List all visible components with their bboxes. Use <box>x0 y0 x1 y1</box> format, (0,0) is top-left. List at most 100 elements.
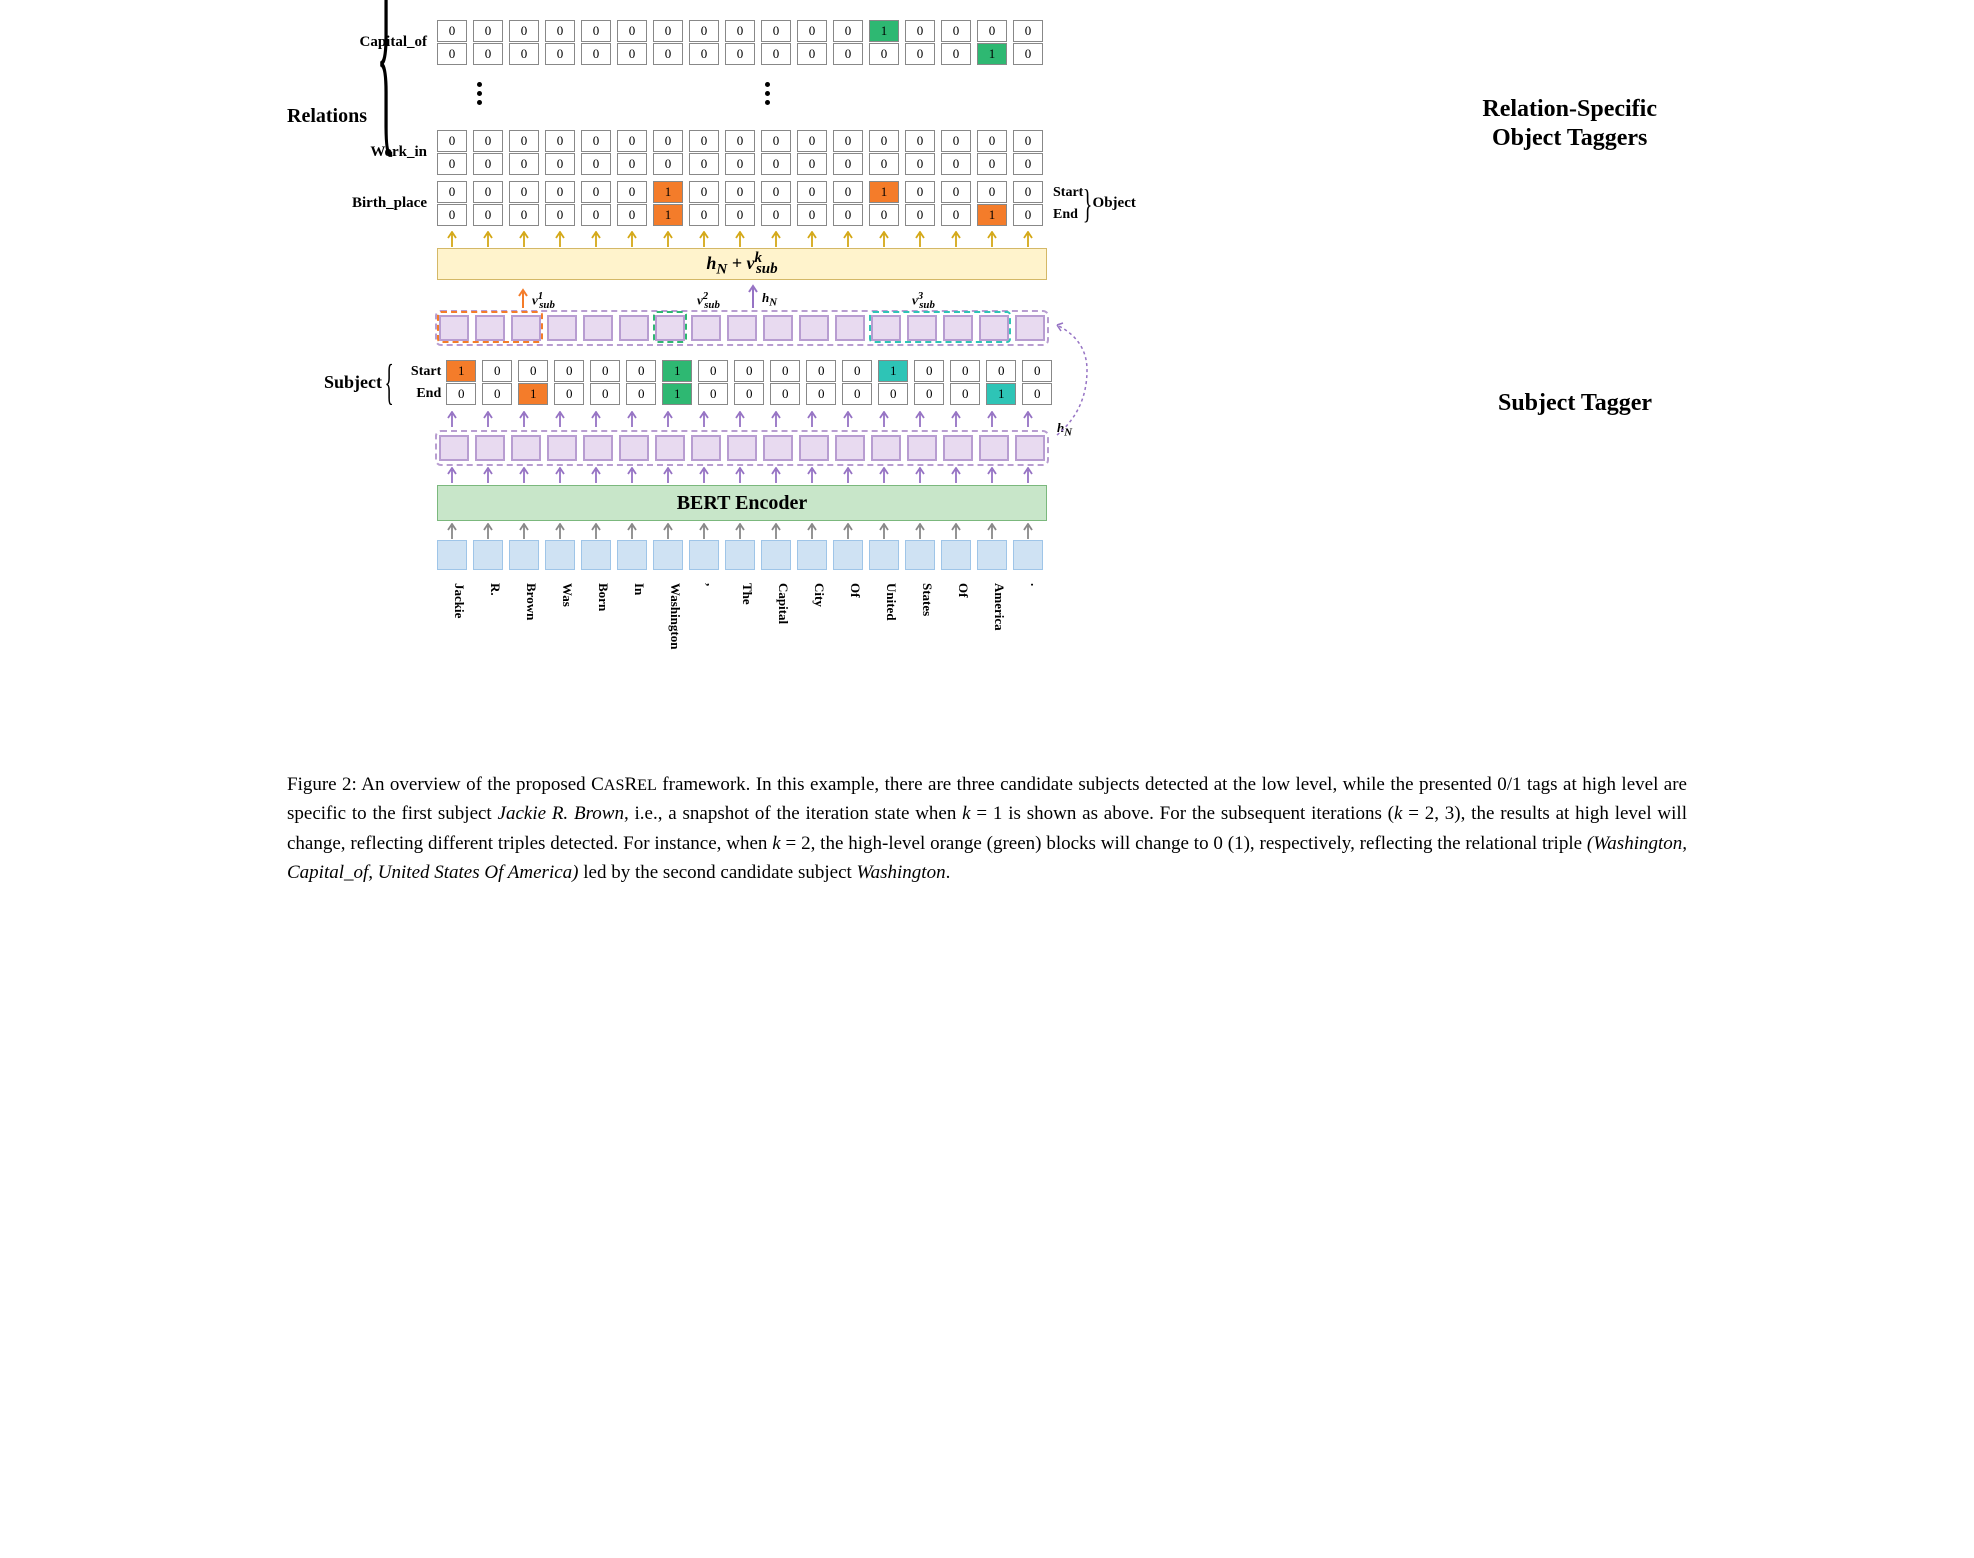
arrow-up-icon <box>689 410 719 428</box>
arrow-up-icon <box>653 466 683 484</box>
tag-cell: 0 <box>905 204 935 226</box>
tag-cell: 0 <box>941 204 971 226</box>
arrow-up-icon <box>509 410 539 428</box>
tag-cell-pair: 00 <box>617 130 647 175</box>
tag-cell: 0 <box>761 130 791 152</box>
tag-cell-pair: 00 <box>761 20 791 65</box>
token-labels: JackieR.BrownWasBornInWashington,TheCapi… <box>437 579 1043 649</box>
tag-cell-pair: 00 <box>437 130 467 175</box>
tag-cell: 0 <box>761 181 791 203</box>
tag-cell: 0 <box>725 43 755 65</box>
tag-cell: 0 <box>554 383 584 405</box>
token-label: The <box>725 579 755 649</box>
tag-cell-pair: 00 <box>689 20 719 65</box>
tag-cell-pair: 00 <box>437 181 467 226</box>
tag-cell-pair: 01 <box>977 181 1007 226</box>
token-arrows <box>437 522 1043 540</box>
arrow-up-icon <box>689 466 719 484</box>
tag-cell: 0 <box>941 181 971 203</box>
tag-cell-pair: 10 <box>878 360 908 405</box>
bert-encoder: BERT Encoder <box>437 485 1047 521</box>
tag-cell: 0 <box>473 181 503 203</box>
tag-cell: 0 <box>1013 153 1043 175</box>
tag-cell: 0 <box>437 20 467 42</box>
tag-cell-pair: 00 <box>725 181 755 226</box>
arrow-up-icon <box>977 522 1007 540</box>
tag-cell: 0 <box>689 43 719 65</box>
tag-cell: 0 <box>590 383 620 405</box>
tag-cell: 0 <box>554 360 584 382</box>
token-label: States <box>905 579 935 649</box>
tag-cell: 0 <box>509 153 539 175</box>
tag-cell: 0 <box>941 130 971 152</box>
tag-cell: 0 <box>689 204 719 226</box>
tag-cell: 1 <box>986 383 1016 405</box>
tag-cell: 0 <box>437 181 467 203</box>
tag-cell-pair: 10 <box>869 181 899 226</box>
token-cell <box>509 540 539 570</box>
object-label: Object <box>1093 195 1136 212</box>
tag-cell-pair: 00 <box>950 360 980 405</box>
embed-cell <box>727 315 757 341</box>
tag-cell-pair: 00 <box>761 181 791 226</box>
tag-cell: 0 <box>941 153 971 175</box>
arrow-up-icon <box>797 410 827 428</box>
tag-cell-pair: 00 <box>770 360 800 405</box>
tag-cell: 0 <box>833 204 863 226</box>
subject-tagger-label: Subject Tagger <box>1498 390 1652 417</box>
tag-cell: 0 <box>437 204 467 226</box>
tag-cell: 0 <box>806 383 836 405</box>
tag-cell-pair: 00 <box>761 130 791 175</box>
tag-cell-pair: 00 <box>482 360 512 405</box>
arrow-up-icon <box>437 230 467 248</box>
arrow-up-icon <box>1013 230 1043 248</box>
tag-cell: 0 <box>617 153 647 175</box>
token-cell <box>761 540 791 570</box>
embed-cell <box>943 435 973 461</box>
tag-cell: 0 <box>473 43 503 65</box>
tag-cell: 0 <box>977 181 1007 203</box>
token-cell <box>941 540 971 570</box>
tag-cell: 0 <box>509 43 539 65</box>
tag-cell: 0 <box>689 130 719 152</box>
tag-cell: 0 <box>689 181 719 203</box>
capital-of-cells: 0000000000000000000000001000000100 <box>437 20 1043 65</box>
tag-cell-pair: 00 <box>869 130 899 175</box>
token-label: . <box>1013 579 1043 649</box>
arrow-up-icon <box>581 522 611 540</box>
token-label: In <box>617 579 647 649</box>
arrow-up-icon <box>941 230 971 248</box>
embed-cell <box>1015 435 1045 461</box>
combine-bar: hN + vksub <box>437 248 1047 280</box>
embed-cell <box>763 315 793 341</box>
tag-cell-pair: 00 <box>698 360 728 405</box>
tag-cell: 0 <box>725 204 755 226</box>
tag-cell: 0 <box>905 181 935 203</box>
tag-cell: 0 <box>473 20 503 42</box>
arrow-up-icon <box>761 230 791 248</box>
tag-cell-pair: 01 <box>518 360 548 405</box>
embed-cell <box>547 315 577 341</box>
tag-cell-pair: 00 <box>581 20 611 65</box>
relation-specific-label: Relation-Specific Object Taggers <box>1482 95 1657 153</box>
vsub3-label: v3sub <box>912 290 935 311</box>
tag-cell: 0 <box>626 360 656 382</box>
figure-caption: Figure 2: An overview of the proposed CA… <box>287 770 1687 888</box>
token-cell <box>545 540 575 570</box>
ellipsis-left <box>477 82 482 105</box>
hn-up-arrow <box>747 284 759 313</box>
token-label: Washington <box>653 579 683 649</box>
arrow-up-icon <box>1013 466 1043 484</box>
tag-cell: 0 <box>797 204 827 226</box>
arrow-up-icon <box>581 466 611 484</box>
arrow-up-icon <box>833 466 863 484</box>
arrow-up-icon <box>581 410 611 428</box>
tag-cell: 0 <box>545 43 575 65</box>
arrow-up-icon <box>617 410 647 428</box>
token-cell <box>689 540 719 570</box>
arrow-up-icon <box>941 466 971 484</box>
embed-cell <box>619 315 649 341</box>
tag-cell-pair: 00 <box>1013 181 1043 226</box>
tag-cell-pair: 00 <box>473 181 503 226</box>
subject-brace: { <box>385 354 394 411</box>
